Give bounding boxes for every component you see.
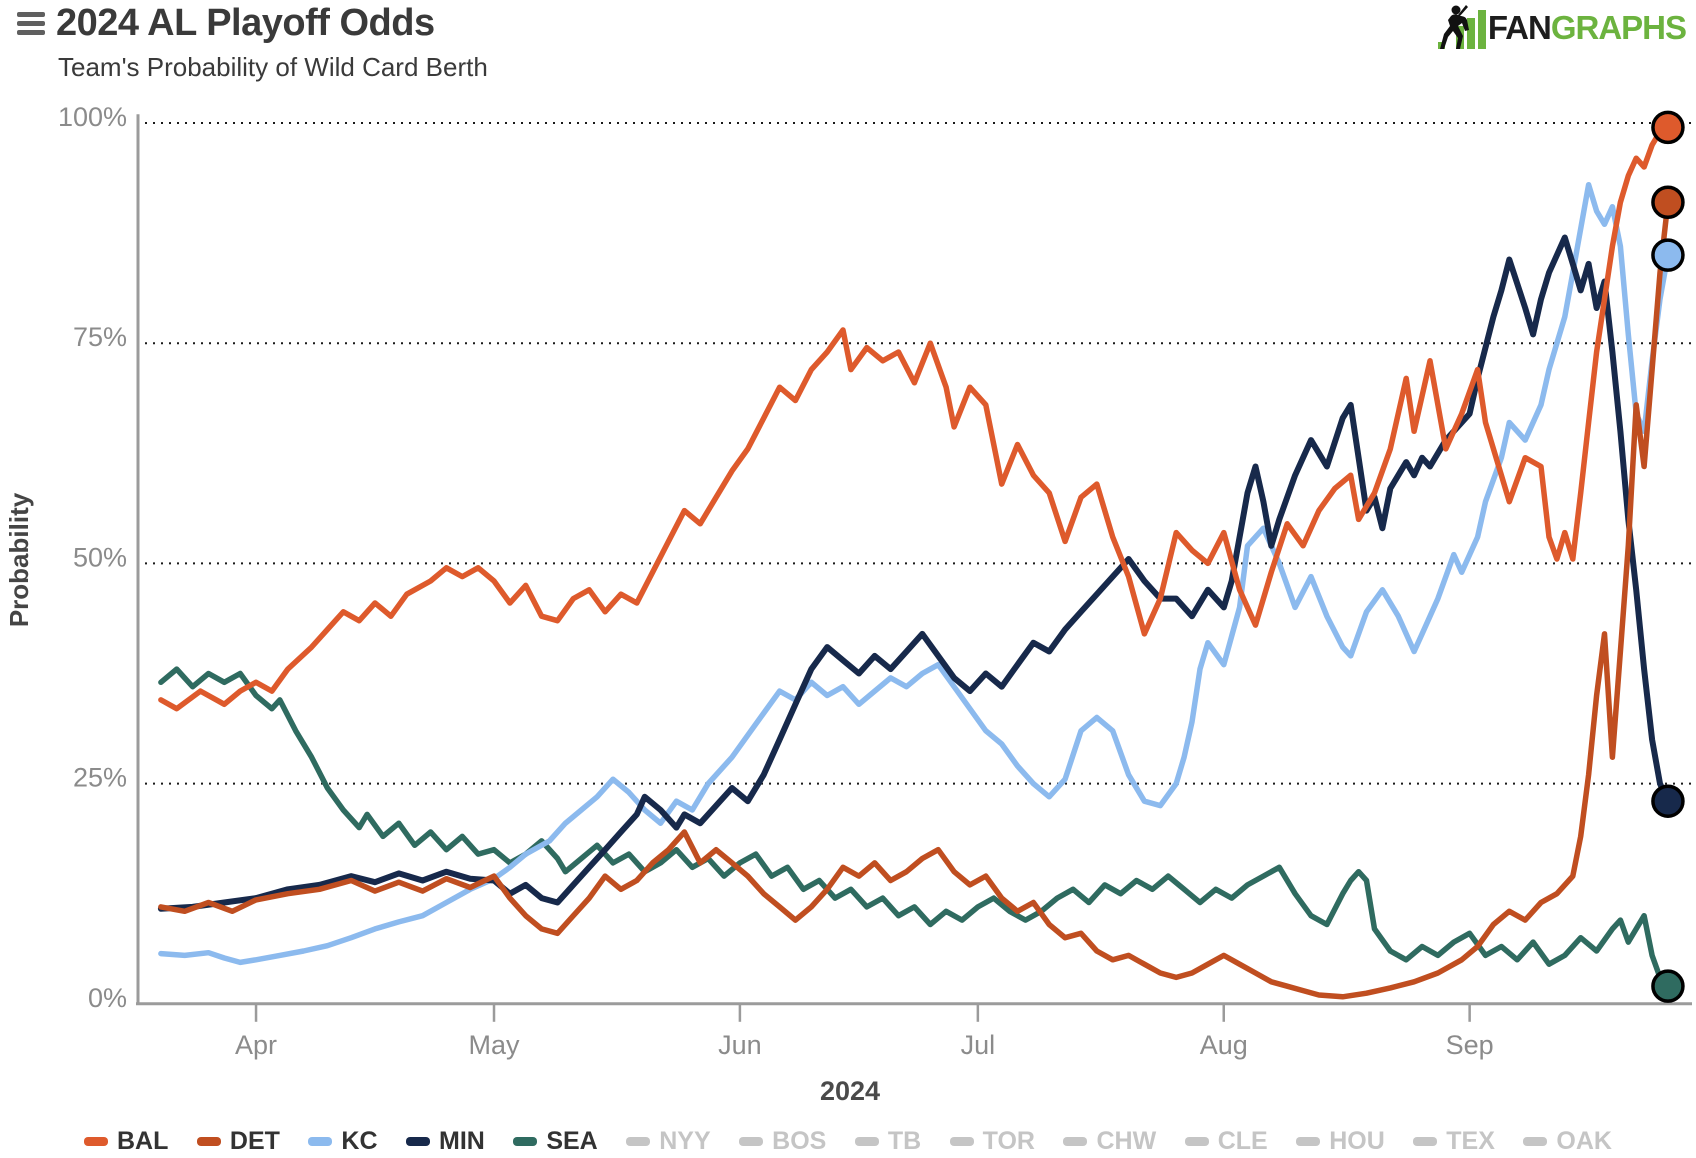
legend-label-BOS: BOS	[772, 1126, 827, 1155]
legend-label-HOU: HOU	[1329, 1126, 1385, 1155]
logo-text-graphs: GRAPHS	[1550, 9, 1687, 46]
x-tick-label-Sep: Sep	[1446, 1030, 1494, 1060]
end-dot-KC[interactable]	[1651, 238, 1685, 272]
fangraphs-logo[interactable]: FAN GRAPHS	[1436, 4, 1687, 50]
legend-swatch-BAL	[84, 1136, 108, 1146]
legend-label-DET: DET	[229, 1126, 280, 1155]
legend-label-TB: TB	[887, 1126, 922, 1155]
legend-label-KC: KC	[341, 1126, 378, 1155]
hamburger-bar	[17, 12, 45, 17]
legend-item-MIN[interactable]: MIN	[406, 1127, 485, 1156]
y-tick-label-50%: 50%	[73, 542, 127, 572]
chart-legend: BAL DET KC MIN SEA NYY BOS TB TOR CHW CLE HOU TEX OAK	[0, 1124, 1696, 1158]
legend-item-CLE[interactable]: CLE	[1184, 1126, 1268, 1156]
fangraphs-batter-icon	[1437, 5, 1486, 49]
legend-item-BAL[interactable]: BAL	[84, 1127, 168, 1156]
legend-swatch-SEA	[513, 1136, 538, 1146]
chart-context-menu-icon[interactable]	[17, 12, 47, 38]
series-line-BAL[interactable]	[158, 124, 1671, 712]
y-tick-label-100%: 100%	[58, 102, 127, 132]
legend-label-SEA: SEA	[546, 1126, 598, 1155]
legend-swatch-TOR	[949, 1136, 974, 1146]
series-line-KC[interactable]	[158, 181, 1671, 966]
legend-label-NYY: NYY	[659, 1126, 711, 1155]
legend-swatch-OAK	[1523, 1136, 1548, 1146]
legend-swatch-KC	[308, 1136, 333, 1146]
legend-label-CHW: CHW	[1096, 1126, 1157, 1155]
legend-item-DET[interactable]: DET	[196, 1126, 280, 1156]
y-axis-title: Probability	[4, 492, 34, 627]
legend-swatch-DET	[196, 1136, 221, 1146]
legend-swatch-NYY	[626, 1136, 651, 1146]
legend-label-TOR: TOR	[982, 1126, 1035, 1155]
series-line-SEA[interactable]	[158, 666, 1671, 989]
y-tick-label-25%: 25%	[73, 763, 127, 793]
legend-label-MIN: MIN	[439, 1126, 485, 1155]
legend-swatch-TB	[854, 1136, 879, 1146]
hamburger-bar	[17, 21, 45, 26]
end-dot-MIN[interactable]	[1651, 784, 1685, 818]
x-tick-label-Apr: Apr	[235, 1030, 277, 1060]
legend-label-CLE: CLE	[1217, 1126, 1268, 1155]
legend-item-TOR[interactable]: TOR	[949, 1126, 1035, 1156]
hamburger-bar	[17, 30, 45, 35]
y-tick-label-0%: 0%	[88, 983, 127, 1013]
legend-item-HOU[interactable]: HOU	[1296, 1127, 1385, 1156]
end-dot-BAL[interactable]	[1651, 110, 1685, 145]
x-axis-title: 2024	[820, 1076, 880, 1106]
series-line-DET[interactable]	[158, 199, 1671, 1000]
x-tick-label-May: May	[469, 1030, 521, 1060]
page-title: 2024 AL Playoff Odds	[56, 2, 435, 44]
legend-label-BAL: BAL	[117, 1126, 169, 1155]
legend-label-TEX: TEX	[1446, 1126, 1495, 1155]
series-line-MIN[interactable]	[157, 234, 1671, 912]
legend-swatch-CLE	[1184, 1136, 1209, 1146]
x-tick-label-Jun: Jun	[718, 1030, 762, 1060]
y-tick-label-75%: 75%	[73, 322, 127, 352]
legend-item-NYY[interactable]: NYY	[626, 1126, 711, 1156]
playoff-odds-chart: 0% 25% 50% 75% 100% Apr May Jun Jul Aug Sep 2024 Pro…	[4, 102, 1692, 1106]
x-tick-label-Aug: Aug	[1200, 1030, 1248, 1060]
page-subtitle: Team's Probability of Wild Card Berth	[58, 52, 488, 82]
end-dot-DET[interactable]	[1651, 185, 1685, 220]
legend-item-BOS[interactable]: BOS	[739, 1127, 826, 1156]
legend-item-TB[interactable]: TB	[854, 1126, 922, 1156]
x-tick-label-Jul: Jul	[961, 1030, 996, 1060]
legend-swatch-CHW	[1063, 1136, 1088, 1146]
legend-item-CHW[interactable]: CHW	[1063, 1127, 1156, 1156]
legend-item-OAK[interactable]: OAK	[1523, 1127, 1612, 1156]
legend-swatch-MIN	[406, 1136, 430, 1146]
legend-label-OAK: OAK	[1556, 1126, 1612, 1155]
legend-swatch-HOU	[1296, 1136, 1321, 1146]
logo-text-fan: FAN	[1487, 9, 1552, 46]
legend-swatch-BOS	[739, 1136, 764, 1146]
legend-item-TEX[interactable]: TEX	[1413, 1127, 1495, 1156]
legend-item-SEA[interactable]: SEA	[513, 1126, 598, 1156]
end-dot-SEA[interactable]	[1651, 969, 1685, 1003]
legend-swatch-TEX	[1413, 1136, 1438, 1146]
legend-item-KC[interactable]: KC	[308, 1126, 378, 1156]
